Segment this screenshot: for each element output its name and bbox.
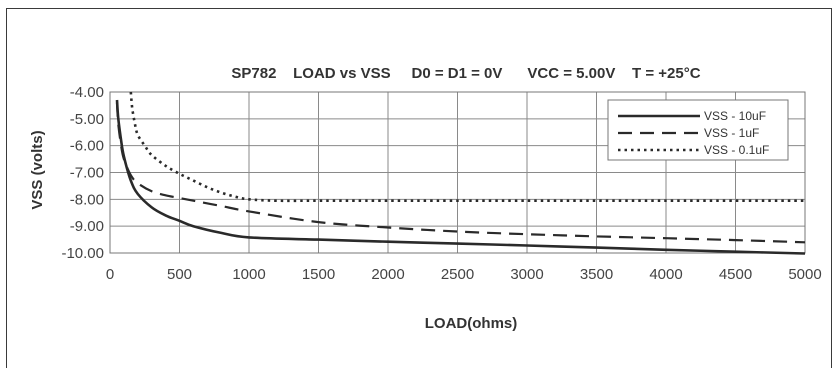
x-tick-label: 3000 — [510, 266, 543, 283]
y-tick-label: -10.00 — [61, 245, 104, 262]
y-tick-label: -9.00 — [70, 218, 104, 235]
legend-label: VSS - 0.1uF — [704, 143, 769, 157]
y-tick-label: -8.00 — [70, 191, 104, 208]
legend-label: VSS - 10uF — [704, 109, 766, 123]
series-lines — [115, 91, 806, 255]
y-tick-label: -4.00 — [70, 84, 104, 101]
y-axis-ticks: -4.00 -5.00 -6.00 -7.00 -8.00 -9.00 -10.00 — [61, 84, 104, 262]
x-tick-label: 4500 — [719, 266, 752, 283]
x-tick-label: 1000 — [232, 266, 265, 283]
x-tick-label: 4000 — [649, 266, 682, 283]
x-tick-label: 0 — [106, 266, 114, 283]
plot-area — [109, 91, 806, 254]
legend: VSS - 10uF VSS - 1uF VSS - 0.1uF — [607, 99, 789, 161]
y-tick-label: -7.00 — [70, 165, 104, 182]
y-tick-label: -6.00 — [70, 138, 104, 155]
y-tick-label: -5.00 — [70, 111, 104, 128]
series-line-solid — [115, 99, 806, 255]
y-axis-label: VSS (volts) — [29, 130, 46, 209]
chart-title: SP782 LOAD vs VSS D0 = D1 = 0V VCC = 5.0… — [231, 65, 700, 82]
x-tick-label: 5000 — [788, 266, 821, 283]
legend-label: VSS - 1uF — [704, 126, 759, 140]
x-tick-label: 1500 — [302, 266, 335, 283]
x-axis-label: LOAD(ohms) — [425, 315, 518, 332]
x-tick-label: 2500 — [441, 266, 474, 283]
x-tick-label: 2000 — [371, 266, 404, 283]
x-tick-label: 500 — [167, 266, 192, 283]
x-axis-ticks: 0 500 1000 1500 2000 2500 3000 3500 4000 4500 5000 — [106, 266, 822, 283]
x-tick-label: 3500 — [580, 266, 613, 283]
